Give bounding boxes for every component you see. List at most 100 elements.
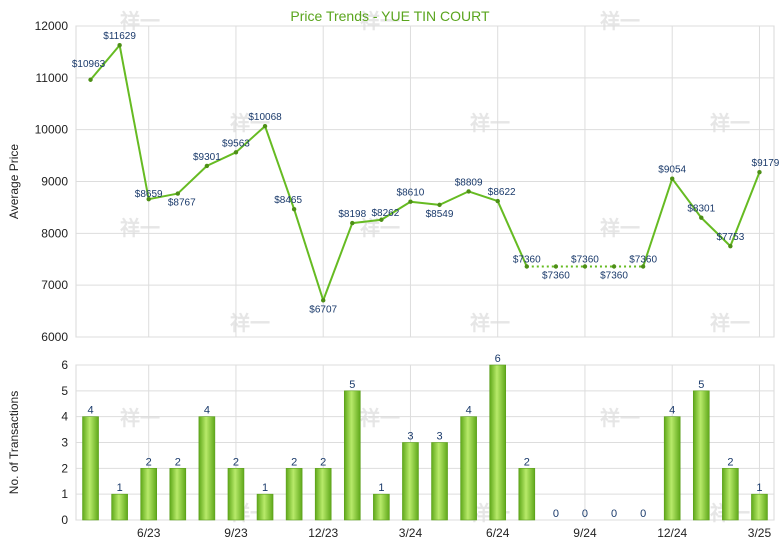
price-line-segment (496, 200, 528, 267)
price-data-label: $8301 (687, 204, 715, 215)
price-line-segment (206, 151, 237, 167)
price-point (233, 150, 239, 155)
transaction-bar (343, 390, 361, 521)
price-point (291, 207, 297, 212)
price-data-label: $8198 (338, 209, 366, 220)
transaction-bar (402, 442, 419, 521)
price-data-label: $7360 (629, 255, 657, 266)
price-line-segment (380, 200, 411, 221)
transaction-bar (518, 468, 536, 521)
price-data-label: $8622 (488, 187, 516, 198)
watermark-text: 祥一 (600, 406, 640, 430)
price-point (175, 191, 180, 196)
price-data-label: $9179 (752, 158, 780, 169)
transaction-count-label: 1 (378, 482, 384, 494)
transactions-y-tick-label: 2 (61, 461, 68, 475)
price-point (262, 123, 268, 129)
price-point (728, 243, 733, 249)
price-line-segment (671, 178, 703, 219)
watermark-text: 祥一 (360, 9, 400, 33)
price-data-label: $7753 (716, 232, 744, 243)
price-data-label: $9563 (222, 138, 250, 149)
price-data-label: $7360 (542, 271, 570, 282)
price-data-label: $7360 (513, 255, 541, 266)
price-data-label: $7360 (600, 271, 628, 282)
price-point (582, 264, 588, 269)
transaction-count-label: 6 (495, 353, 501, 365)
transaction-count-label: 2 (320, 456, 326, 468)
watermark-text: 祥一 (360, 406, 400, 430)
x-tick-label: 12/24 (657, 526, 687, 540)
price-point (553, 264, 559, 269)
price-data-label: $10963 (72, 59, 106, 70)
price-line-segment (322, 222, 354, 301)
price-data-label: $8809 (455, 177, 483, 188)
price-data-label: $8549 (426, 209, 454, 220)
price-y-tick-label: 10000 (35, 123, 69, 137)
transaction-bar (314, 468, 332, 521)
price-line-segment (439, 190, 470, 206)
x-tick-label: 3/24 (399, 526, 423, 540)
price-y-tick-label: 6000 (41, 330, 68, 344)
transaction-bar (82, 416, 99, 521)
transaction-count-label: 2 (146, 456, 152, 468)
transaction-bar (373, 493, 390, 521)
transactions-y-tick-label: 3 (61, 436, 68, 450)
transaction-count-label: 4 (204, 405, 210, 417)
price-point (524, 264, 529, 269)
watermark-text: 祥一 (230, 311, 270, 335)
price-point (408, 199, 413, 204)
price-data-label: $11629 (103, 31, 136, 42)
transaction-bar (722, 468, 739, 521)
price-y-tick-label: 7000 (41, 278, 68, 292)
transactions-y-tick-label: 1 (61, 487, 68, 501)
price-line-segment (293, 208, 325, 301)
price-data-label: $8610 (397, 188, 425, 199)
transaction-bar (169, 468, 187, 521)
transactions-y-tick-label: 5 (61, 384, 68, 398)
transaction-count-label: 0 (611, 508, 617, 520)
watermark-text: 祥一 (710, 311, 750, 335)
price-y-tick-label: 11000 (36, 71, 69, 85)
x-tick-label: 9/24 (573, 526, 597, 540)
price-point (670, 176, 675, 181)
price-data-label: $10068 (248, 112, 282, 123)
transaction-count-label: 1 (262, 482, 268, 494)
transaction-count-label: 0 (640, 508, 646, 520)
transaction-count-label: 1 (756, 482, 762, 494)
price-point (757, 170, 762, 175)
transaction-bar (489, 364, 507, 521)
watermark-text: 祥一 (120, 216, 160, 240)
transaction-count-label: 5 (349, 379, 355, 391)
transaction-bar (460, 416, 477, 521)
price-y-tick-label: 9000 (41, 175, 68, 189)
price-point (379, 217, 384, 222)
price-data-label: $9301 (193, 152, 221, 163)
transaction-bar (431, 442, 448, 521)
transaction-bar (751, 493, 768, 521)
watermark-text: 祥一 (120, 9, 160, 33)
transaction-count-label: 2 (291, 456, 297, 468)
price-point (146, 196, 151, 202)
price-point (321, 298, 326, 303)
price-line-segment (729, 171, 761, 247)
price-line-segment (410, 200, 440, 206)
price-point (437, 202, 442, 208)
price-point (117, 43, 122, 48)
transaction-count-label: 0 (582, 508, 588, 520)
price-line-segment (148, 192, 178, 201)
transaction-count-label: 5 (698, 379, 704, 391)
price-data-label: $6707 (309, 304, 337, 315)
price-point (640, 264, 646, 269)
x-tick-label: 9/23 (224, 526, 248, 540)
transaction-bar (111, 493, 128, 521)
transactions-y-tick-label: 6 (61, 358, 68, 372)
watermark-text: 祥一 (600, 216, 640, 240)
transactions-y-tick-label: 0 (61, 513, 68, 527)
price-point (611, 264, 617, 269)
watermark-text: 祥一 (470, 311, 510, 335)
price-line-segment (89, 44, 121, 81)
transaction-count-label: 4 (669, 405, 675, 417)
price-line-segment (642, 178, 674, 267)
transaction-bar (256, 493, 274, 521)
